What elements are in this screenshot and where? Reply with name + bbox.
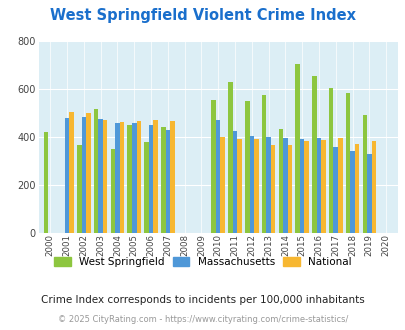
Bar	[328, 88, 333, 233]
Bar	[220, 137, 224, 233]
Bar	[254, 139, 258, 233]
Text: West Springfield Violent Crime Index: West Springfield Violent Crime Index	[50, 8, 355, 23]
Bar	[228, 82, 232, 233]
Bar	[316, 138, 320, 233]
Bar	[350, 151, 354, 233]
Bar	[94, 110, 98, 233]
Bar	[345, 93, 350, 233]
Bar	[136, 121, 141, 233]
Bar	[86, 113, 90, 233]
Text: Crime Index corresponds to incidents per 100,000 inhabitants: Crime Index corresponds to incidents per…	[41, 295, 364, 305]
Bar	[115, 123, 119, 233]
Bar	[299, 139, 304, 233]
Bar	[98, 119, 103, 233]
Bar	[127, 125, 132, 233]
Bar	[111, 149, 115, 233]
Bar	[287, 145, 292, 233]
Bar	[232, 131, 237, 233]
Bar	[148, 125, 153, 233]
Bar	[69, 112, 74, 233]
Bar	[320, 140, 325, 233]
Bar	[165, 130, 170, 233]
Bar	[144, 142, 148, 233]
Bar	[304, 141, 308, 233]
Legend: West Springfield, Massachusetts, National: West Springfield, Massachusetts, Nationa…	[54, 257, 351, 267]
Bar	[244, 101, 249, 233]
Bar	[270, 145, 275, 233]
Bar	[261, 95, 266, 233]
Bar	[81, 116, 86, 233]
Bar	[278, 129, 282, 233]
Bar	[237, 139, 241, 233]
Bar	[77, 145, 81, 233]
Bar	[65, 118, 69, 233]
Bar	[266, 137, 270, 233]
Bar	[211, 100, 215, 233]
Bar	[161, 127, 165, 233]
Bar	[249, 136, 254, 233]
Bar	[333, 147, 337, 233]
Bar	[311, 76, 316, 233]
Bar	[371, 141, 375, 233]
Bar	[354, 144, 358, 233]
Text: © 2025 CityRating.com - https://www.cityrating.com/crime-statistics/: © 2025 CityRating.com - https://www.city…	[58, 315, 347, 324]
Bar	[295, 64, 299, 233]
Bar	[366, 154, 371, 233]
Bar	[337, 138, 342, 233]
Bar	[215, 120, 220, 233]
Bar	[43, 132, 48, 233]
Bar	[103, 120, 107, 233]
Bar	[153, 120, 158, 233]
Bar	[362, 115, 366, 233]
Bar	[282, 138, 287, 233]
Bar	[119, 122, 124, 233]
Bar	[170, 121, 174, 233]
Bar	[132, 123, 136, 233]
